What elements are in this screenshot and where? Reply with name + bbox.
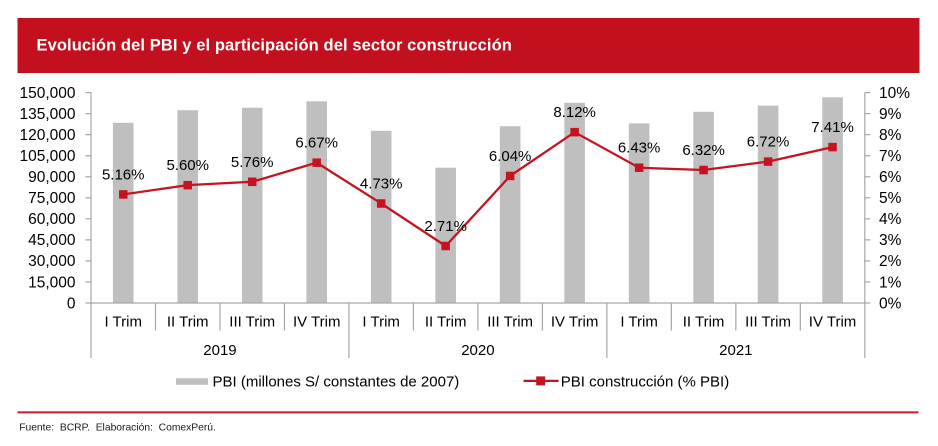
svg-text:0%: 0% xyxy=(879,295,902,312)
svg-text:3%: 3% xyxy=(879,232,902,249)
svg-text:4%: 4% xyxy=(879,211,902,228)
svg-text:Evolución del PBI y el partici: Evolución del PBI y el participación del… xyxy=(37,37,512,55)
svg-text:1%: 1% xyxy=(879,274,902,291)
svg-text:8.12%: 8.12% xyxy=(553,104,596,121)
svg-text:30,000: 30,000 xyxy=(28,253,76,270)
svg-text:I Trim: I Trim xyxy=(620,314,658,331)
svg-text:2.71%: 2.71% xyxy=(424,218,467,235)
svg-text:2%: 2% xyxy=(879,253,902,270)
svg-text:6.72%: 6.72% xyxy=(747,134,790,151)
svg-text:7%: 7% xyxy=(879,148,902,165)
svg-text:PBI (millones S/ constantes de: PBI (millones S/ constantes de 2007) xyxy=(213,374,460,391)
svg-text:II Trim: II Trim xyxy=(425,314,467,331)
svg-text:0: 0 xyxy=(67,295,76,312)
svg-text:10%: 10% xyxy=(879,85,910,102)
svg-text:90,000: 90,000 xyxy=(28,169,76,186)
svg-text:8%: 8% xyxy=(879,127,902,144)
svg-text:III Trim: III Trim xyxy=(745,314,791,331)
svg-text:60,000: 60,000 xyxy=(28,211,76,228)
svg-text:I Trim: I Trim xyxy=(104,314,142,331)
svg-text:II Trim: II Trim xyxy=(167,314,209,331)
svg-text:PBI construcción (% PBI): PBI construcción (% PBI) xyxy=(561,374,729,391)
svg-text:III Trim: III Trim xyxy=(487,314,533,331)
svg-text:2021: 2021 xyxy=(719,342,752,359)
svg-text:135,000: 135,000 xyxy=(19,106,75,123)
svg-text:5%: 5% xyxy=(879,190,902,207)
svg-text:IV Trim: IV Trim xyxy=(809,314,857,331)
svg-text:6.67%: 6.67% xyxy=(295,135,338,152)
svg-text:III Trim: III Trim xyxy=(229,314,275,331)
svg-text:IV Trim: IV Trim xyxy=(293,314,341,331)
svg-text:Fuente: BCRP. Elaboración:: Fuente: BCRP. Elaboración: ComexPerú. xyxy=(19,423,216,434)
svg-text:5.16%: 5.16% xyxy=(102,166,145,183)
svg-text:120,000: 120,000 xyxy=(19,127,75,144)
svg-text:150,000: 150,000 xyxy=(19,85,75,102)
svg-text:15,000: 15,000 xyxy=(28,274,76,291)
svg-text:6%: 6% xyxy=(879,169,902,186)
svg-text:4.73%: 4.73% xyxy=(360,175,403,192)
svg-text:6.43%: 6.43% xyxy=(618,140,661,157)
svg-text:IV Trim: IV Trim xyxy=(551,314,599,331)
svg-text:5.60%: 5.60% xyxy=(166,157,209,174)
svg-text:6.04%: 6.04% xyxy=(489,148,532,165)
svg-text:7.41%: 7.41% xyxy=(811,119,854,136)
svg-text:6.32%: 6.32% xyxy=(682,142,725,159)
svg-text:2019: 2019 xyxy=(203,342,236,359)
svg-text:5.76%: 5.76% xyxy=(231,154,274,171)
svg-text:9%: 9% xyxy=(879,106,902,123)
svg-text:I Trim: I Trim xyxy=(362,314,400,331)
svg-text:75,000: 75,000 xyxy=(28,190,76,207)
svg-text:105,000: 105,000 xyxy=(19,148,75,165)
svg-text:II Trim: II Trim xyxy=(683,314,725,331)
svg-text:2020: 2020 xyxy=(461,342,494,359)
svg-text:45,000: 45,000 xyxy=(28,232,76,249)
